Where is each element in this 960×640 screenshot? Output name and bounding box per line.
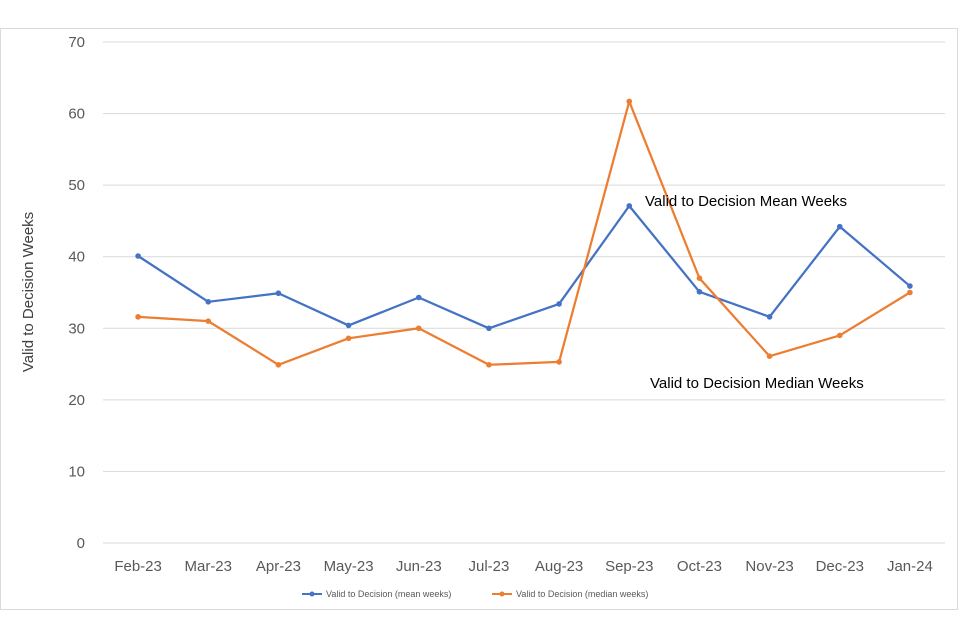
data-point: [556, 301, 562, 307]
data-point: [556, 359, 562, 365]
series-line: [137, 204, 911, 330]
data-point: [626, 98, 633, 105]
x-tick-label: Jan-24: [887, 558, 933, 575]
y-axis-ticks: 0 10 20 30 40 50 60 70: [68, 34, 85, 552]
data-point: [205, 318, 212, 324]
y-tick-label: 70: [68, 34, 85, 51]
x-tick-label: May-23: [324, 558, 374, 575]
data-point: [275, 361, 282, 368]
y-tick-label: 50: [68, 177, 85, 194]
data-point: [135, 314, 141, 320]
legend-item-median: Valid to Decision (median weeks): [492, 589, 648, 599]
data-point: [275, 290, 282, 297]
x-axis-ticks: Feb-23 Mar-23 Apr-23 May-23 Jun-23 Jul-23 Aug-…: [114, 558, 933, 575]
series-0: [135, 203, 913, 332]
y-axis-label: Valid to Decision Weeks: [20, 212, 37, 372]
data-point: [907, 283, 913, 289]
legend-marker-mean: [309, 591, 315, 597]
data-point: [135, 253, 141, 259]
data-point: [766, 314, 773, 320]
gridlines: [103, 41, 945, 544]
x-tick-label: Apr-23: [256, 558, 301, 575]
x-tick-label: Aug-23: [535, 558, 583, 575]
y-tick-label: 20: [68, 392, 85, 409]
y-tick-label: 0: [77, 535, 85, 552]
data-point: [415, 294, 422, 301]
y-tick-label: 40: [68, 249, 85, 266]
data-point: [205, 299, 212, 305]
x-tick-label: Jul-23: [468, 558, 509, 575]
series-line: [138, 100, 911, 366]
data-point: [766, 353, 773, 359]
data-point: [696, 288, 703, 295]
data-point: [696, 275, 703, 281]
x-tick-label: Feb-23: [114, 558, 162, 575]
data-point: [836, 223, 843, 230]
x-tick-label: Oct-23: [677, 558, 722, 575]
series-lines: [135, 98, 913, 368]
y-tick-label: 10: [68, 463, 85, 480]
data-point: [486, 325, 492, 332]
data-point: [345, 335, 352, 342]
annotation-median: Valid to Decision Median Weeks: [650, 375, 864, 392]
legend-label-mean: Valid to Decision (mean weeks): [326, 589, 451, 599]
legend-item-mean: Valid to Decision (mean weeks): [302, 589, 451, 599]
data-point: [907, 289, 913, 296]
data-point: [626, 203, 633, 209]
x-tick-label: Nov-23: [745, 558, 793, 575]
annotation-mean: Valid to Decision Mean Weeks: [645, 193, 847, 210]
legend-marker-median: [499, 591, 505, 597]
data-point: [486, 361, 492, 368]
legend: Valid to Decision (mean weeks) Valid to …: [302, 589, 648, 599]
x-tick-label: Jun-23: [396, 558, 442, 575]
y-tick-label: 30: [68, 320, 85, 337]
y-tick-label: 60: [68, 106, 85, 123]
legend-label-median: Valid to Decision (median weeks): [516, 589, 648, 599]
x-tick-label: Dec-23: [816, 558, 864, 575]
x-tick-label: Sep-23: [605, 558, 653, 575]
data-point: [415, 325, 422, 332]
data-point: [345, 322, 352, 329]
series-1: [135, 98, 913, 368]
x-tick-label: Mar-23: [184, 558, 232, 575]
annotations: Valid to Decision Mean Weeks Valid to De…: [645, 193, 864, 392]
data-point: [836, 332, 843, 339]
